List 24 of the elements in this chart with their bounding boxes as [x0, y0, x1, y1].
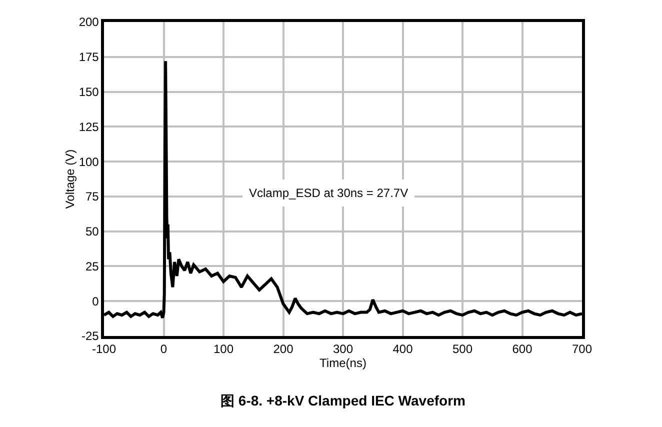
x-tick-label: 500 — [452, 342, 473, 356]
y-tick-label: 150 — [78, 84, 100, 99]
line-series — [104, 60, 582, 320]
y-tick-label: 75 — [85, 190, 100, 204]
y-tick-label: 25 — [85, 259, 100, 274]
x-tick-label: 200 — [273, 342, 294, 356]
x-tick-label: 600 — [512, 342, 533, 356]
x-axis-title: Time(ns) — [320, 356, 366, 370]
annotation: Vclamp_ESD at 30ns = 27.7V — [249, 186, 408, 200]
y-tick-label: 175 — [78, 50, 100, 64]
text: 图 6-8. +8-kV Clamped IEC Waveform — [220, 392, 466, 409]
y-axis-title: Voltage (V) — [63, 149, 78, 209]
x-tick-label: 0 — [160, 342, 168, 356]
y-tick-label: -25 — [82, 329, 100, 344]
x-tick-label: 400 — [392, 342, 414, 356]
y-tick-label: 0 — [92, 294, 100, 308]
y-tick-label: 100 — [78, 154, 100, 169]
y-tick-label: 200 — [78, 15, 100, 30]
y-tick-label: 125 — [78, 120, 100, 134]
x-tick-label: 100 — [213, 342, 234, 356]
x-tick-label: 300 — [332, 342, 354, 356]
x-tick-label: -100 — [92, 342, 116, 356]
x-tick-label: 700 — [572, 342, 592, 356]
y-tick-label: 50 — [85, 224, 100, 239]
